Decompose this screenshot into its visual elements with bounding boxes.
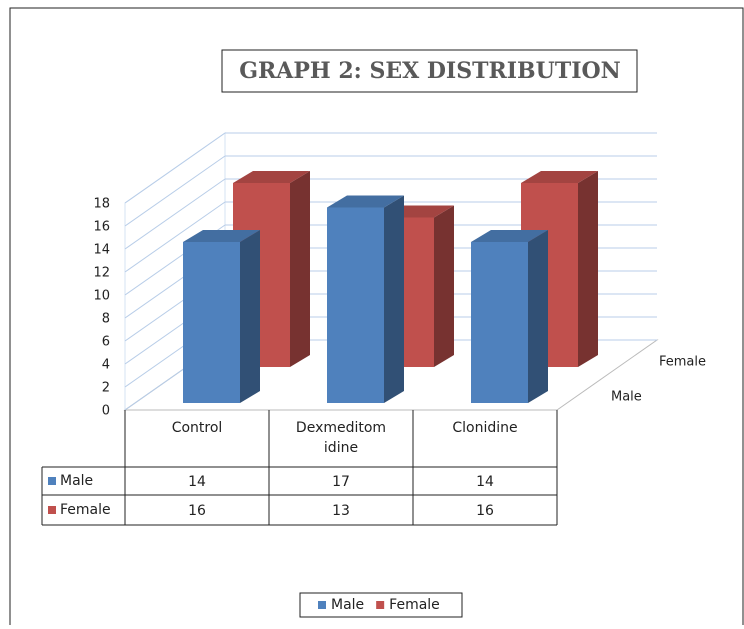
title-box (221, 49, 638, 93)
depth-label: Female (659, 355, 706, 370)
y-tick-label: 6 (102, 335, 110, 350)
bar-side (240, 230, 260, 403)
legend-label: Male (331, 597, 364, 613)
bar-top (521, 171, 598, 183)
category-label: Dexmeditomidine (295, 420, 387, 456)
legend-swatch (48, 477, 56, 485)
bar-side (578, 171, 598, 367)
bar (471, 242, 528, 403)
bar-side (384, 195, 404, 403)
table-value: 14 (476, 474, 494, 490)
bar-top (471, 230, 548, 242)
bar (183, 242, 240, 403)
table-header-cell: Dexmeditomidine (295, 420, 387, 456)
grid-line (124, 132, 226, 204)
legend-swatch (318, 601, 326, 609)
bar-top (233, 171, 310, 183)
row-label: Male (60, 473, 93, 489)
legend-swatch (48, 506, 56, 514)
table-value: 16 (476, 503, 494, 519)
legend-label: Female (389, 597, 440, 613)
y-tick-label: 12 (93, 266, 110, 281)
bar (327, 207, 384, 403)
chart-title: GRAPH 2: SEX DISTRIBUTION (239, 58, 621, 84)
bar-side (528, 230, 548, 403)
category-label: Control (171, 420, 223, 436)
y-tick-label: 18 (93, 197, 110, 212)
table-header-cell: Control (171, 420, 223, 436)
category-label: Clonidine (452, 420, 518, 436)
table-value: 14 (188, 474, 206, 490)
legend-swatch (376, 601, 385, 609)
y-tick-label: 14 (93, 243, 110, 258)
bar-top (327, 195, 404, 208)
table-header-cell: Clonidine (452, 420, 518, 436)
y-tick-label: 16 (93, 220, 110, 235)
row-label: Female (60, 502, 111, 518)
bar-top (183, 230, 260, 242)
y-tick-label: 4 (102, 358, 110, 373)
y-tick-label: 0 (102, 404, 110, 419)
y-tick-label: 8 (102, 312, 110, 327)
table-value: 16 (188, 503, 206, 519)
y-tick-label: 2 (102, 381, 110, 396)
grid-line (124, 155, 226, 227)
bar-side (290, 171, 310, 367)
grid-line (124, 201, 226, 273)
chart-frame (9, 7, 744, 629)
bar-side (434, 205, 454, 367)
table-value: 17 (332, 474, 350, 490)
table-value: 13 (332, 503, 350, 519)
grid-line (124, 178, 226, 250)
depth-label: Male (611, 390, 642, 405)
y-tick-label: 10 (93, 289, 110, 304)
